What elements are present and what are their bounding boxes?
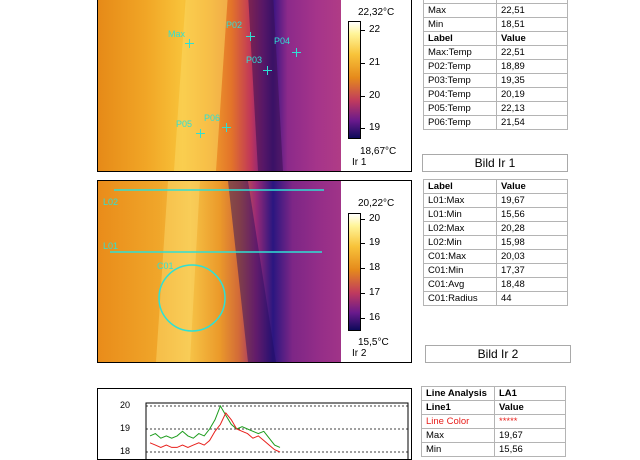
table-row: P03:Temp 19,35 bbox=[423, 73, 568, 88]
line-analysis-table: Line Analysis LA1 Line1 Value Line Color **… bbox=[421, 386, 566, 457]
color-scale-1: 22,32°C 22 21 20 19 18,67°C Ir 1 bbox=[342, 0, 410, 171]
scale-1-min: 18,67°C bbox=[360, 146, 397, 157]
marker-max-cross bbox=[185, 39, 194, 48]
table-row: P04:Temp 20,19 bbox=[423, 87, 568, 102]
caption-image-2: Bild Ir 2 bbox=[425, 345, 571, 363]
line-profile-chart: 20 19 18 bbox=[97, 388, 412, 460]
image-2-name: Ir 2 bbox=[352, 348, 367, 359]
table-row: L01:Min 15,56 bbox=[423, 207, 568, 222]
marker-p02-label: P02 bbox=[226, 20, 243, 30]
chart-series-green-line bbox=[149, 404, 281, 448]
scale-1-max: 22,32°C bbox=[358, 7, 395, 18]
chart-y-tick-label: 19 bbox=[119, 423, 130, 433]
scale-1-colorbar bbox=[348, 21, 361, 139]
scale-2-colorbar bbox=[348, 213, 361, 331]
table-row: P05:Temp 22,13 bbox=[423, 101, 568, 116]
chart-y-tick-label: 20 bbox=[119, 400, 130, 410]
table-row: Line Color ***** bbox=[421, 414, 566, 429]
table-row: Max 19,67 bbox=[421, 428, 566, 443]
scale-2-max: 20,22°C bbox=[358, 198, 395, 209]
table-row: Min 18,51 bbox=[423, 17, 568, 32]
table-row: C01:Radius 44 bbox=[423, 291, 568, 306]
chart-plot-area bbox=[145, 402, 409, 459]
scale-2-tick-label: 16 bbox=[369, 312, 381, 323]
color-scale-2: 20,22°C 20 19 18 17 16 15,5°C Ir 2 bbox=[342, 181, 410, 362]
table-row: Max 22,51 bbox=[423, 3, 568, 18]
table-row: L02:Max 20,28 bbox=[423, 221, 568, 236]
marker-p03-label: P03 bbox=[246, 55, 263, 65]
chart-y-tick-label: 18 bbox=[119, 446, 130, 456]
table-row: L01:Max 19,67 bbox=[423, 193, 568, 208]
thermal-panel-2: L02 L01 C01 20,22°C 20 19 18 17 16 15,5°… bbox=[97, 180, 412, 363]
table-row: C01:Max 20,03 bbox=[423, 249, 568, 264]
marker-p03-cross bbox=[263, 66, 272, 75]
circle-c01-label: C01 bbox=[157, 261, 174, 271]
caption-image-1: Bild Ir 1 bbox=[422, 154, 568, 172]
marker-p04-cross bbox=[292, 48, 301, 57]
image-1-name: Ir 1 bbox=[352, 157, 367, 168]
scale-2-min: 15,5°C bbox=[358, 337, 389, 348]
scale-2-tick-label: 19 bbox=[369, 237, 381, 248]
thermal-panel-1: Max P02 P03 P04 P05 P06 22,32°C 22 21 20… bbox=[97, 0, 412, 172]
marker-max-label: Max bbox=[168, 29, 186, 39]
chart-series-red-line bbox=[149, 411, 281, 453]
line-l02-label: L02 bbox=[103, 197, 119, 207]
scale-2-tick-label: 20 bbox=[369, 213, 381, 224]
table-header-row: Label Value bbox=[423, 179, 568, 194]
scale-1-tick-label: 21 bbox=[369, 57, 381, 68]
marker-p06-cross bbox=[222, 123, 231, 132]
measurement-table-2: Label Value L01:Max 19,67 L01:Min 15,56 L02… bbox=[423, 179, 568, 306]
table-row: P02:Temp 18,89 bbox=[423, 59, 568, 74]
marker-p02-cross bbox=[246, 32, 255, 41]
table-row: P06:Temp 21,54 bbox=[423, 115, 568, 130]
marker-p06-label: P06 bbox=[204, 113, 221, 123]
table-subheader-row: Line1 Value bbox=[421, 400, 566, 415]
table-row: C01:Avg 18,48 bbox=[423, 277, 568, 292]
marker-p05-cross bbox=[196, 129, 205, 138]
measurement-table-1: Max 22,51 Min 18,51 Label Value Max:Temp 22,… bbox=[423, 0, 568, 130]
scale-2-tick-label: 17 bbox=[369, 287, 381, 298]
thermal-image-1[interactable]: Max P02 P03 P04 P05 P06 bbox=[98, 0, 341, 171]
table-header-row: Line Analysis LA1 bbox=[421, 386, 566, 401]
scale-1-tick-label: 19 bbox=[369, 122, 381, 133]
thermal-image-2[interactable]: L02 L01 C01 bbox=[98, 181, 341, 362]
line-l01-label: L01 bbox=[103, 241, 119, 251]
thermal-image-1-graphic bbox=[98, 0, 341, 171]
table-row: Max:Temp 22,51 bbox=[423, 45, 568, 60]
marker-p04-label: P04 bbox=[274, 36, 291, 46]
table-header-row: Label Value bbox=[423, 31, 568, 46]
table-row: C01:Min 17,37 bbox=[423, 263, 568, 278]
marker-p05-label: P05 bbox=[176, 119, 193, 129]
scale-2-tick-label: 18 bbox=[369, 262, 381, 273]
thermal-image-2-graphic bbox=[98, 181, 341, 362]
table-row: L02:Min 15,98 bbox=[423, 235, 568, 250]
scale-1-tick-label: 20 bbox=[369, 90, 381, 101]
scale-1-tick-label: 22 bbox=[369, 24, 381, 35]
chart-frame bbox=[145, 402, 409, 459]
